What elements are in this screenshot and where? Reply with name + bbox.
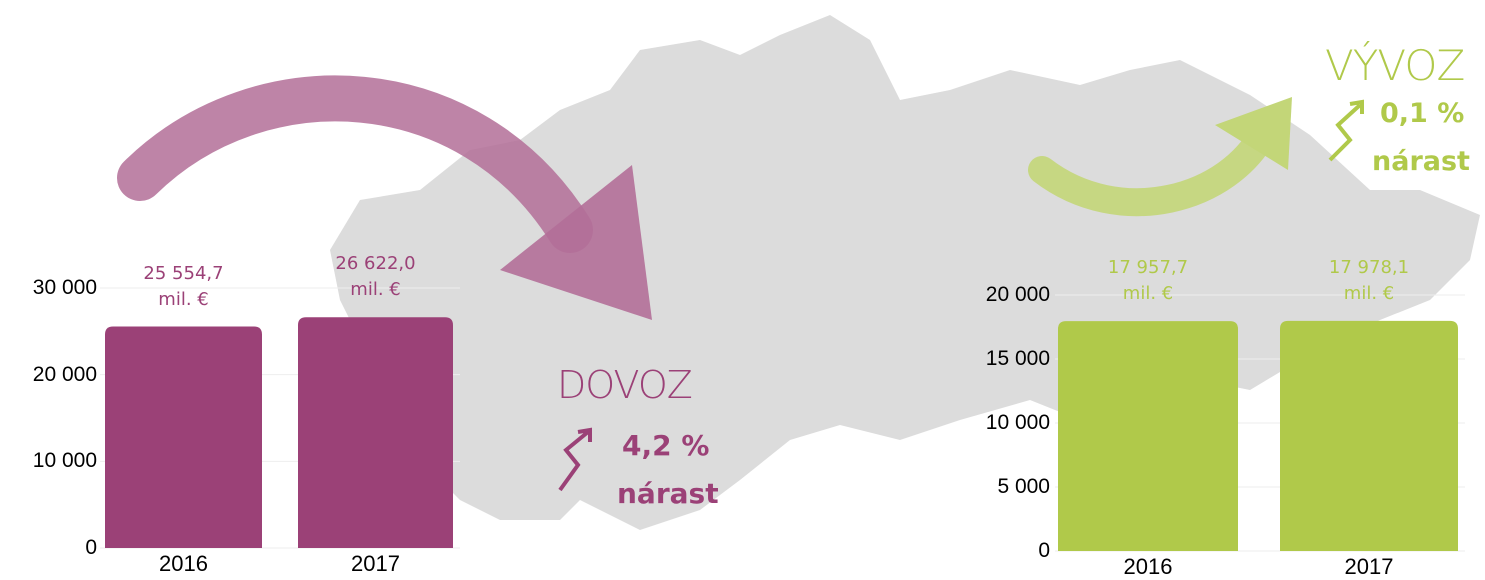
flow-label: DOVOZ: [557, 363, 693, 407]
value-label: 17 978,1 mil. €: [1328, 256, 1410, 304]
y-tick-label: 30 000: [32, 276, 97, 299]
bar: [1280, 320, 1458, 551]
change-value: 0,1 %: [1380, 98, 1465, 129]
map-silhouette: [330, 15, 1480, 530]
export-arrow: [1028, 116, 1279, 217]
flow-label: VÝVOZ: [1325, 41, 1465, 90]
value-label: 17 957,7 mil. €: [1107, 257, 1189, 305]
export-arrowhead: [1215, 97, 1292, 170]
bar: [298, 317, 453, 548]
x-tick-label: 2016: [159, 551, 208, 576]
bar: [105, 326, 262, 548]
import-trend-icon: [558, 427, 592, 492]
value-label: 26 622,0 mil. €: [335, 253, 416, 301]
import-arrow: [117, 75, 593, 253]
y-tick-label: 0: [85, 536, 97, 559]
export-trend-icon: [1328, 99, 1364, 162]
y-tick-label: 20 000: [985, 283, 1050, 306]
import-arrowhead: [500, 165, 652, 320]
y-tick-label: 20 000: [32, 362, 97, 386]
y-tick-label: 10 000: [32, 449, 97, 473]
x-tick-label: 2016: [1123, 554, 1173, 579]
y-tick-label: 15 000: [985, 347, 1050, 370]
change-value: 4,2 %: [622, 429, 710, 462]
y-tick-label: 0: [1038, 539, 1050, 562]
bar: [1058, 321, 1238, 551]
change-label: nárast: [1372, 146, 1470, 177]
y-tick-label: 5 000: [997, 475, 1050, 498]
y-tick-label: 10 000: [985, 411, 1050, 434]
value-label: 25 554,7 mil. €: [143, 262, 224, 310]
x-tick-label: 2017: [351, 551, 400, 576]
change-label: nárast: [617, 477, 719, 510]
x-tick-label: 2017: [1344, 554, 1394, 579]
